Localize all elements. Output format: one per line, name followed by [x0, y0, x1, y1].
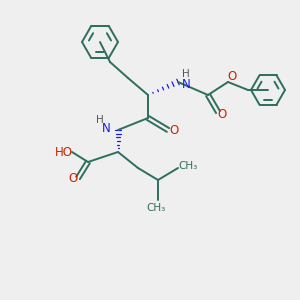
Text: CH₃: CH₃ [178, 161, 198, 171]
Text: HO: HO [55, 146, 73, 158]
Text: CH₃: CH₃ [146, 203, 166, 213]
Text: H: H [182, 69, 190, 79]
Text: O: O [218, 107, 226, 121]
Text: H: H [96, 115, 104, 125]
Text: O: O [169, 124, 178, 136]
Text: N: N [102, 122, 110, 134]
Text: N: N [182, 77, 190, 91]
Text: O: O [227, 70, 237, 83]
Text: O: O [68, 172, 78, 184]
